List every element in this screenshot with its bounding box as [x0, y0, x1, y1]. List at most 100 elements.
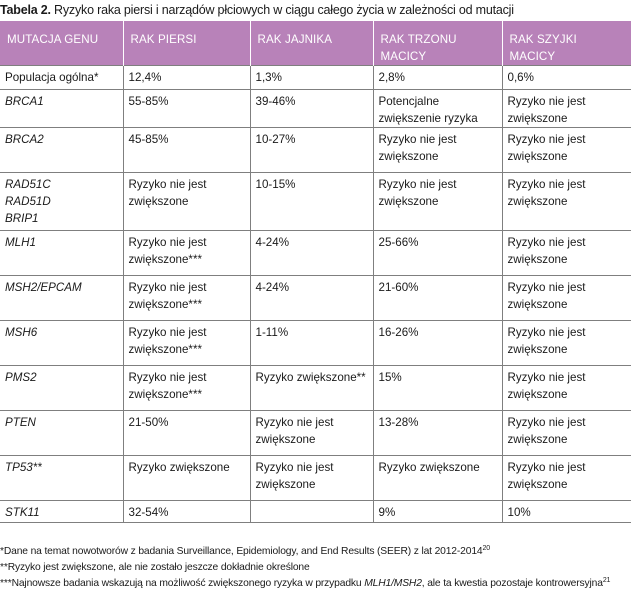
cell-line: Ryzyko nie jest — [507, 281, 586, 294]
cell-ovary: Ryzyko zwiększone** — [250, 365, 374, 411]
table-row: BRCA1 55-85% 39-46% Potencjalne zwiększenie … — [0, 89, 631, 128]
table-row: RAD51C RAD51D BRIP1 Ryzyko nie jest zwiększo… — [0, 172, 631, 231]
cell-cervix: Ryzyko nie jest zwiększone — [502, 275, 631, 321]
cell-gene: BRCA2 — [0, 127, 124, 173]
cell-line: zwiększone — [507, 253, 568, 266]
table-row: Populacja ogólna* 12,4% 1,3% 2,8% 0,6% — [0, 65, 631, 90]
cell-cervix: Ryzyko nie jest zwiększone — [502, 365, 631, 411]
cell-ovary: 1,3% — [250, 65, 374, 90]
cell-ovary: 39-46% — [250, 89, 374, 128]
cell-gene: MSH2/EPCAM — [0, 275, 124, 321]
cell-line: Ryzyko nie jest — [507, 178, 586, 191]
cell-ovary: 1-11% — [250, 320, 374, 366]
footnote-3: ***Najnowsze badania wskazują na możliwo… — [0, 577, 611, 589]
cell-line: Ryzyko nie jest — [507, 95, 586, 108]
cell-uterus: 13-28% — [373, 410, 503, 456]
cell-uterus: Potencjalne zwiększenie ryzyka — [373, 89, 503, 128]
cell-cervix: 10% — [502, 500, 631, 523]
cell-ovary: Ryzyko nie jest zwiększone — [250, 455, 374, 501]
header-breast: RAK PIERSI — [123, 21, 251, 66]
cell-cervix: Ryzyko nie jest zwiększone — [502, 410, 631, 456]
cell-line: RAD51D — [5, 195, 51, 208]
cell-line: Ryzyko zwiększone** — [255, 371, 366, 384]
cell-breast: 45-85% — [123, 127, 251, 173]
cell-line: zwiększone — [378, 150, 439, 163]
cell-line: TP53** — [5, 461, 42, 474]
cell-line: 32-54% — [128, 506, 169, 519]
cell-line: Ryzyko nie jest — [128, 281, 207, 294]
cell-line: 4-24% — [255, 281, 290, 294]
cell-line: 13-28% — [378, 416, 419, 429]
header-uterus: RAK TRZONU MACICY — [373, 21, 503, 66]
cell-line: BRCA2 — [5, 133, 44, 146]
table-label: Tabela 2. — [0, 3, 51, 17]
cell-line: 55-85% — [128, 95, 169, 108]
cell-cervix: 0,6% — [502, 65, 631, 90]
cell-line: Ryzyko nie jest — [378, 178, 457, 191]
cell-gene: PMS2 — [0, 365, 124, 411]
cell-line: zwiększone*** — [128, 298, 202, 311]
cell-line: 45-85% — [128, 133, 169, 146]
cell-line: zwiększone — [255, 478, 316, 491]
cell-gene: TP53** — [0, 455, 124, 501]
table-title: Ryzyko raka piersi i narządów płciowych … — [50, 3, 514, 17]
cell-line: zwiększone — [507, 298, 568, 311]
cell-line: Ryzyko nie jest — [507, 236, 586, 249]
cell-line: 39-46% — [255, 95, 296, 108]
cell-gene: Populacja ogólna* — [0, 65, 124, 90]
cell-gene: BRCA1 — [0, 89, 124, 128]
cell-gene: MLH1 — [0, 230, 124, 276]
cell-line: Ryzyko zwiększone — [378, 461, 480, 474]
cell-cervix: Ryzyko nie jest zwiększone — [502, 127, 631, 173]
cell-ovary: 10-27% — [250, 127, 374, 173]
header-ovary: RAK JAJNIKA — [250, 21, 374, 66]
cell-line: 9% — [378, 506, 396, 519]
cell-ovary — [250, 500, 374, 523]
cell-line: Ryzyko nie jest — [507, 416, 586, 429]
cell-breast: Ryzyko nie jest zwiększone*** — [123, 230, 251, 276]
cell-line: 12,4% — [128, 71, 162, 84]
cell-breast: Ryzyko nie jest zwiększone — [123, 172, 251, 231]
cell-uterus: Ryzyko nie jest zwiększone — [373, 127, 503, 173]
cell-breast: Ryzyko nie jest zwiększone*** — [123, 365, 251, 411]
cell-breast: 21-50% — [123, 410, 251, 456]
cell-line: MSH6 — [5, 326, 38, 339]
cell-uterus: 2,8% — [373, 65, 503, 90]
cell-uterus: 21-60% — [373, 275, 503, 321]
cell-line: Ryzyko zwiększone — [128, 461, 230, 474]
cell-line: zwiększone — [507, 478, 568, 491]
cell-breast: 32-54% — [123, 500, 251, 523]
cell-line: 1-11% — [255, 326, 289, 339]
cell-uterus: 9% — [373, 500, 503, 523]
cell-line: Ryzyko nie jest — [507, 461, 586, 474]
cell-line: zwiększone — [507, 433, 568, 446]
cell-uterus: 25-66% — [373, 230, 503, 276]
cell-gene: MSH6 — [0, 320, 124, 366]
cell-line: BRCA1 — [5, 95, 44, 108]
cell-line: zwiększone — [507, 343, 568, 356]
cell-breast: 12,4% — [123, 65, 251, 90]
table-caption: Tabela 2. Ryzyko raka piersi i narządów … — [0, 2, 632, 18]
risk-table: MUTACJA GENU RAK PIERSI RAK JAJNIKA RAK … — [0, 21, 631, 523]
cell-line: Ryzyko nie jest — [128, 236, 207, 249]
cell-line: Ryzyko nie jest — [128, 371, 207, 384]
cell-cervix: Ryzyko nie jest zwiększone — [502, 230, 631, 276]
header-gene: MUTACJA GENU — [0, 21, 124, 66]
cell-gene: PTEN — [0, 410, 124, 456]
footnote-1: *Dane na temat nowotworów z badania Surv… — [0, 545, 490, 557]
cell-uterus: 15% — [373, 365, 503, 411]
cell-line: 21-50% — [128, 416, 169, 429]
cell-line: BRIP1 — [5, 212, 39, 225]
cell-gene: RAD51C RAD51D BRIP1 — [0, 172, 124, 231]
cell-line: 15% — [378, 371, 402, 384]
table-row: PMS2 Ryzyko nie jest zwiększone*** Ryzyko z… — [0, 365, 631, 411]
cell-line: zwiększone — [378, 195, 439, 208]
cell-line: 10-27% — [255, 133, 296, 146]
cell-line: PMS2 — [5, 371, 37, 384]
cell-uterus: Ryzyko zwiększone — [373, 455, 503, 501]
cell-gene: STK11 — [0, 500, 124, 523]
cell-breast: Ryzyko zwiększone — [123, 455, 251, 501]
cell-line: zwiększenie ryzyka — [378, 112, 478, 125]
table-row: TP53** Ryzyko zwiększone Ryzyko nie jest zw… — [0, 455, 631, 501]
cell-line: STK11 — [5, 506, 40, 519]
